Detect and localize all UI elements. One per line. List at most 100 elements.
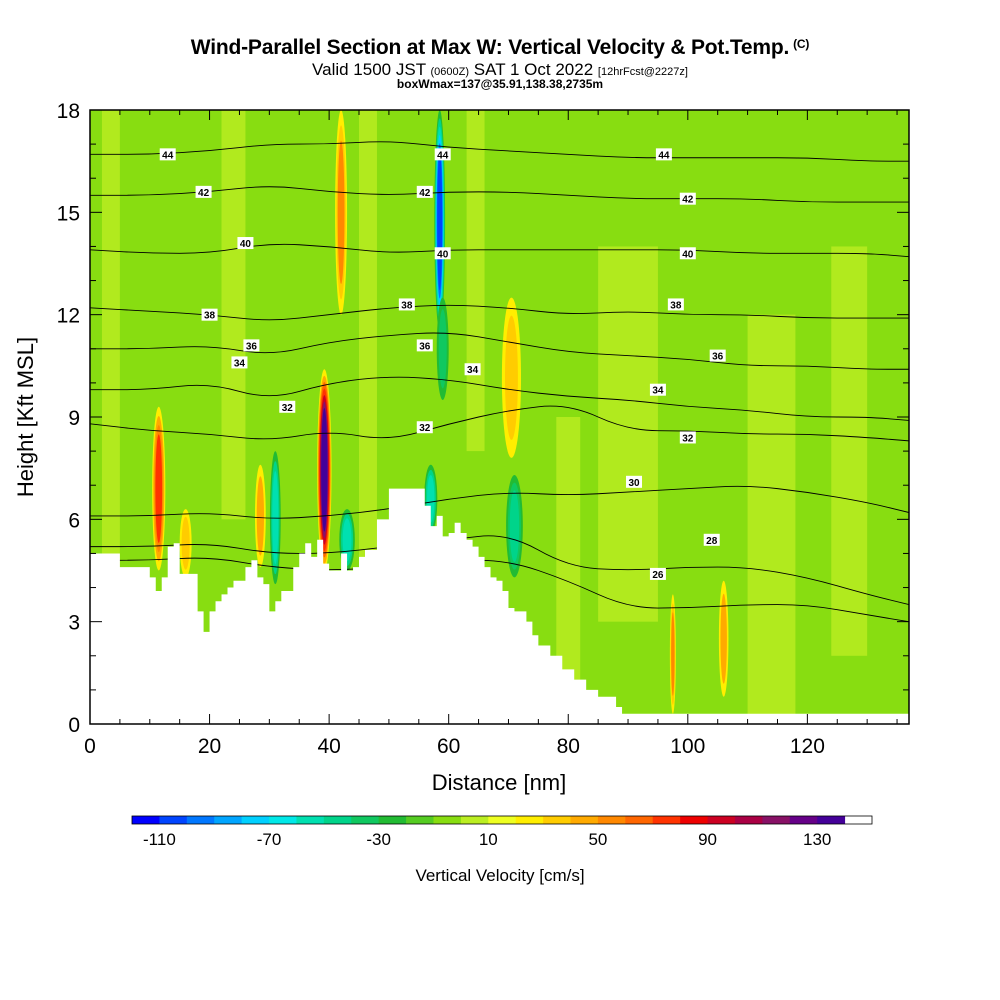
colorbar-swatch	[707, 816, 736, 824]
contour-label-box	[416, 421, 433, 434]
contour-label: 38	[670, 300, 682, 311]
colorbar-swatch	[515, 816, 544, 824]
x-tick-label: 60	[437, 735, 460, 758]
colorbar-swatch	[186, 816, 215, 824]
colorbar-swatch	[269, 816, 297, 824]
contour-label-box	[243, 339, 260, 352]
contour-label: 40	[682, 249, 694, 260]
contour-label: 42	[682, 195, 694, 206]
colorbar-frame	[131, 815, 873, 825]
colorbar-swatch	[460, 816, 489, 824]
velocity-cell	[155, 434, 163, 543]
velocity-cell	[321, 408, 328, 532]
velocity-cell	[509, 490, 520, 562]
contour-label-box	[464, 363, 481, 376]
contour-label: 36	[246, 341, 258, 352]
contour-label-box	[416, 339, 433, 352]
contour-label-box	[159, 148, 176, 161]
contour-label-box	[195, 185, 212, 198]
colorbar-swatch	[433, 816, 462, 824]
contour-label: 34	[234, 358, 246, 369]
theta-contour	[90, 535, 909, 606]
theta-contour	[90, 243, 909, 258]
velocity-cell	[272, 471, 279, 565]
y-tick-label: 12	[57, 305, 80, 328]
contour-label-box	[679, 192, 696, 205]
colorbar-swatch	[762, 816, 791, 824]
theta-contour	[90, 304, 909, 321]
contour-label-box	[626, 475, 643, 488]
contour-label-box	[679, 247, 696, 260]
field-band	[466, 110, 485, 452]
colorbar-title: Vertical Velocity [cm/s]	[415, 866, 584, 885]
colorbar-swatch	[378, 816, 407, 824]
contour-label: 42	[198, 188, 210, 199]
colorbar-tick-label: -110	[143, 830, 176, 849]
colorbar-swatch	[214, 816, 243, 824]
theta-contour	[90, 405, 909, 442]
field-band	[831, 246, 868, 656]
chart-title: Wind-Parallel Section at Max W: Vertical…	[0, 36, 1000, 60]
contour-label: 38	[204, 311, 216, 322]
terrain-mask	[90, 488, 909, 724]
contour-label-box	[434, 148, 451, 161]
x-tick-label: 0	[84, 735, 96, 758]
valid-time-line: Valid 1500 JST (0600Z) SAT 1 Oct 2022 [1…	[0, 60, 1000, 80]
title-text: Wind-Parallel Section at Max W: Vertical…	[190, 36, 790, 59]
contour-label: 38	[401, 300, 413, 311]
field-band	[747, 314, 796, 724]
contour-label-box	[655, 148, 672, 161]
y-tick-label: 9	[68, 407, 80, 430]
contour-label: 44	[437, 150, 449, 161]
colorbar-swatch	[734, 816, 763, 824]
x-axis-label: Distance [nm]	[432, 770, 567, 795]
colorbar-swatch	[625, 816, 654, 824]
contour-label-box	[649, 567, 666, 580]
contour-label-box	[434, 247, 451, 260]
velocity-cell	[342, 518, 352, 562]
colorbar-swatch	[597, 816, 626, 824]
contour-label: 32	[419, 423, 431, 434]
valid-prefix: Valid 1500 JST	[312, 60, 426, 79]
colorbar-tick-label: 90	[698, 830, 717, 849]
contour-label: 44	[658, 150, 670, 161]
colorbar-swatch	[543, 816, 572, 824]
field-band	[598, 246, 658, 622]
velocity-cell	[437, 151, 443, 291]
x-tick-label: 80	[557, 735, 580, 758]
valid-date: SAT 1 Oct 2022	[473, 60, 594, 79]
field-band	[221, 110, 246, 520]
theta-contour	[90, 141, 909, 162]
box-info: boxWmax=137@35.91,138.38,2735m	[396, 77, 604, 91]
colorbar-tick-label: 10	[479, 830, 498, 849]
contour-label: 40	[437, 249, 449, 260]
colorbar-tick-label: 50	[588, 830, 607, 849]
forecast-info: [12hrFcst@2227z]	[597, 66, 688, 78]
theta-contour	[90, 332, 909, 370]
contour-label-box	[649, 383, 666, 396]
colorbar-swatch	[680, 816, 709, 824]
contour-label-box	[703, 533, 720, 546]
contour-label: 36	[712, 352, 724, 363]
contour-label-box	[709, 349, 726, 362]
contour-label-box	[237, 237, 254, 250]
y-tick-label: 3	[68, 612, 80, 635]
y-tick-label: 0	[68, 714, 80, 737]
velocity-cell	[256, 476, 265, 556]
velocity-cell	[438, 309, 447, 389]
colorbar-swatch	[159, 816, 188, 824]
colorbar-swatch	[132, 816, 160, 824]
colorbar-swatch	[406, 816, 434, 824]
colorbar-tick-label: -30	[366, 830, 391, 849]
y-tick-label: 6	[68, 509, 80, 532]
y-tick-label: 18	[57, 100, 80, 123]
colorbar-swatch	[789, 816, 818, 824]
x-tick-label: 20	[198, 735, 221, 758]
colorbar-swatch	[241, 816, 270, 824]
valid-utc: (0600Z)	[430, 66, 470, 78]
contour-label: 26	[652, 570, 664, 581]
contour-label: 30	[628, 478, 640, 489]
contour-label: 32	[282, 403, 294, 414]
